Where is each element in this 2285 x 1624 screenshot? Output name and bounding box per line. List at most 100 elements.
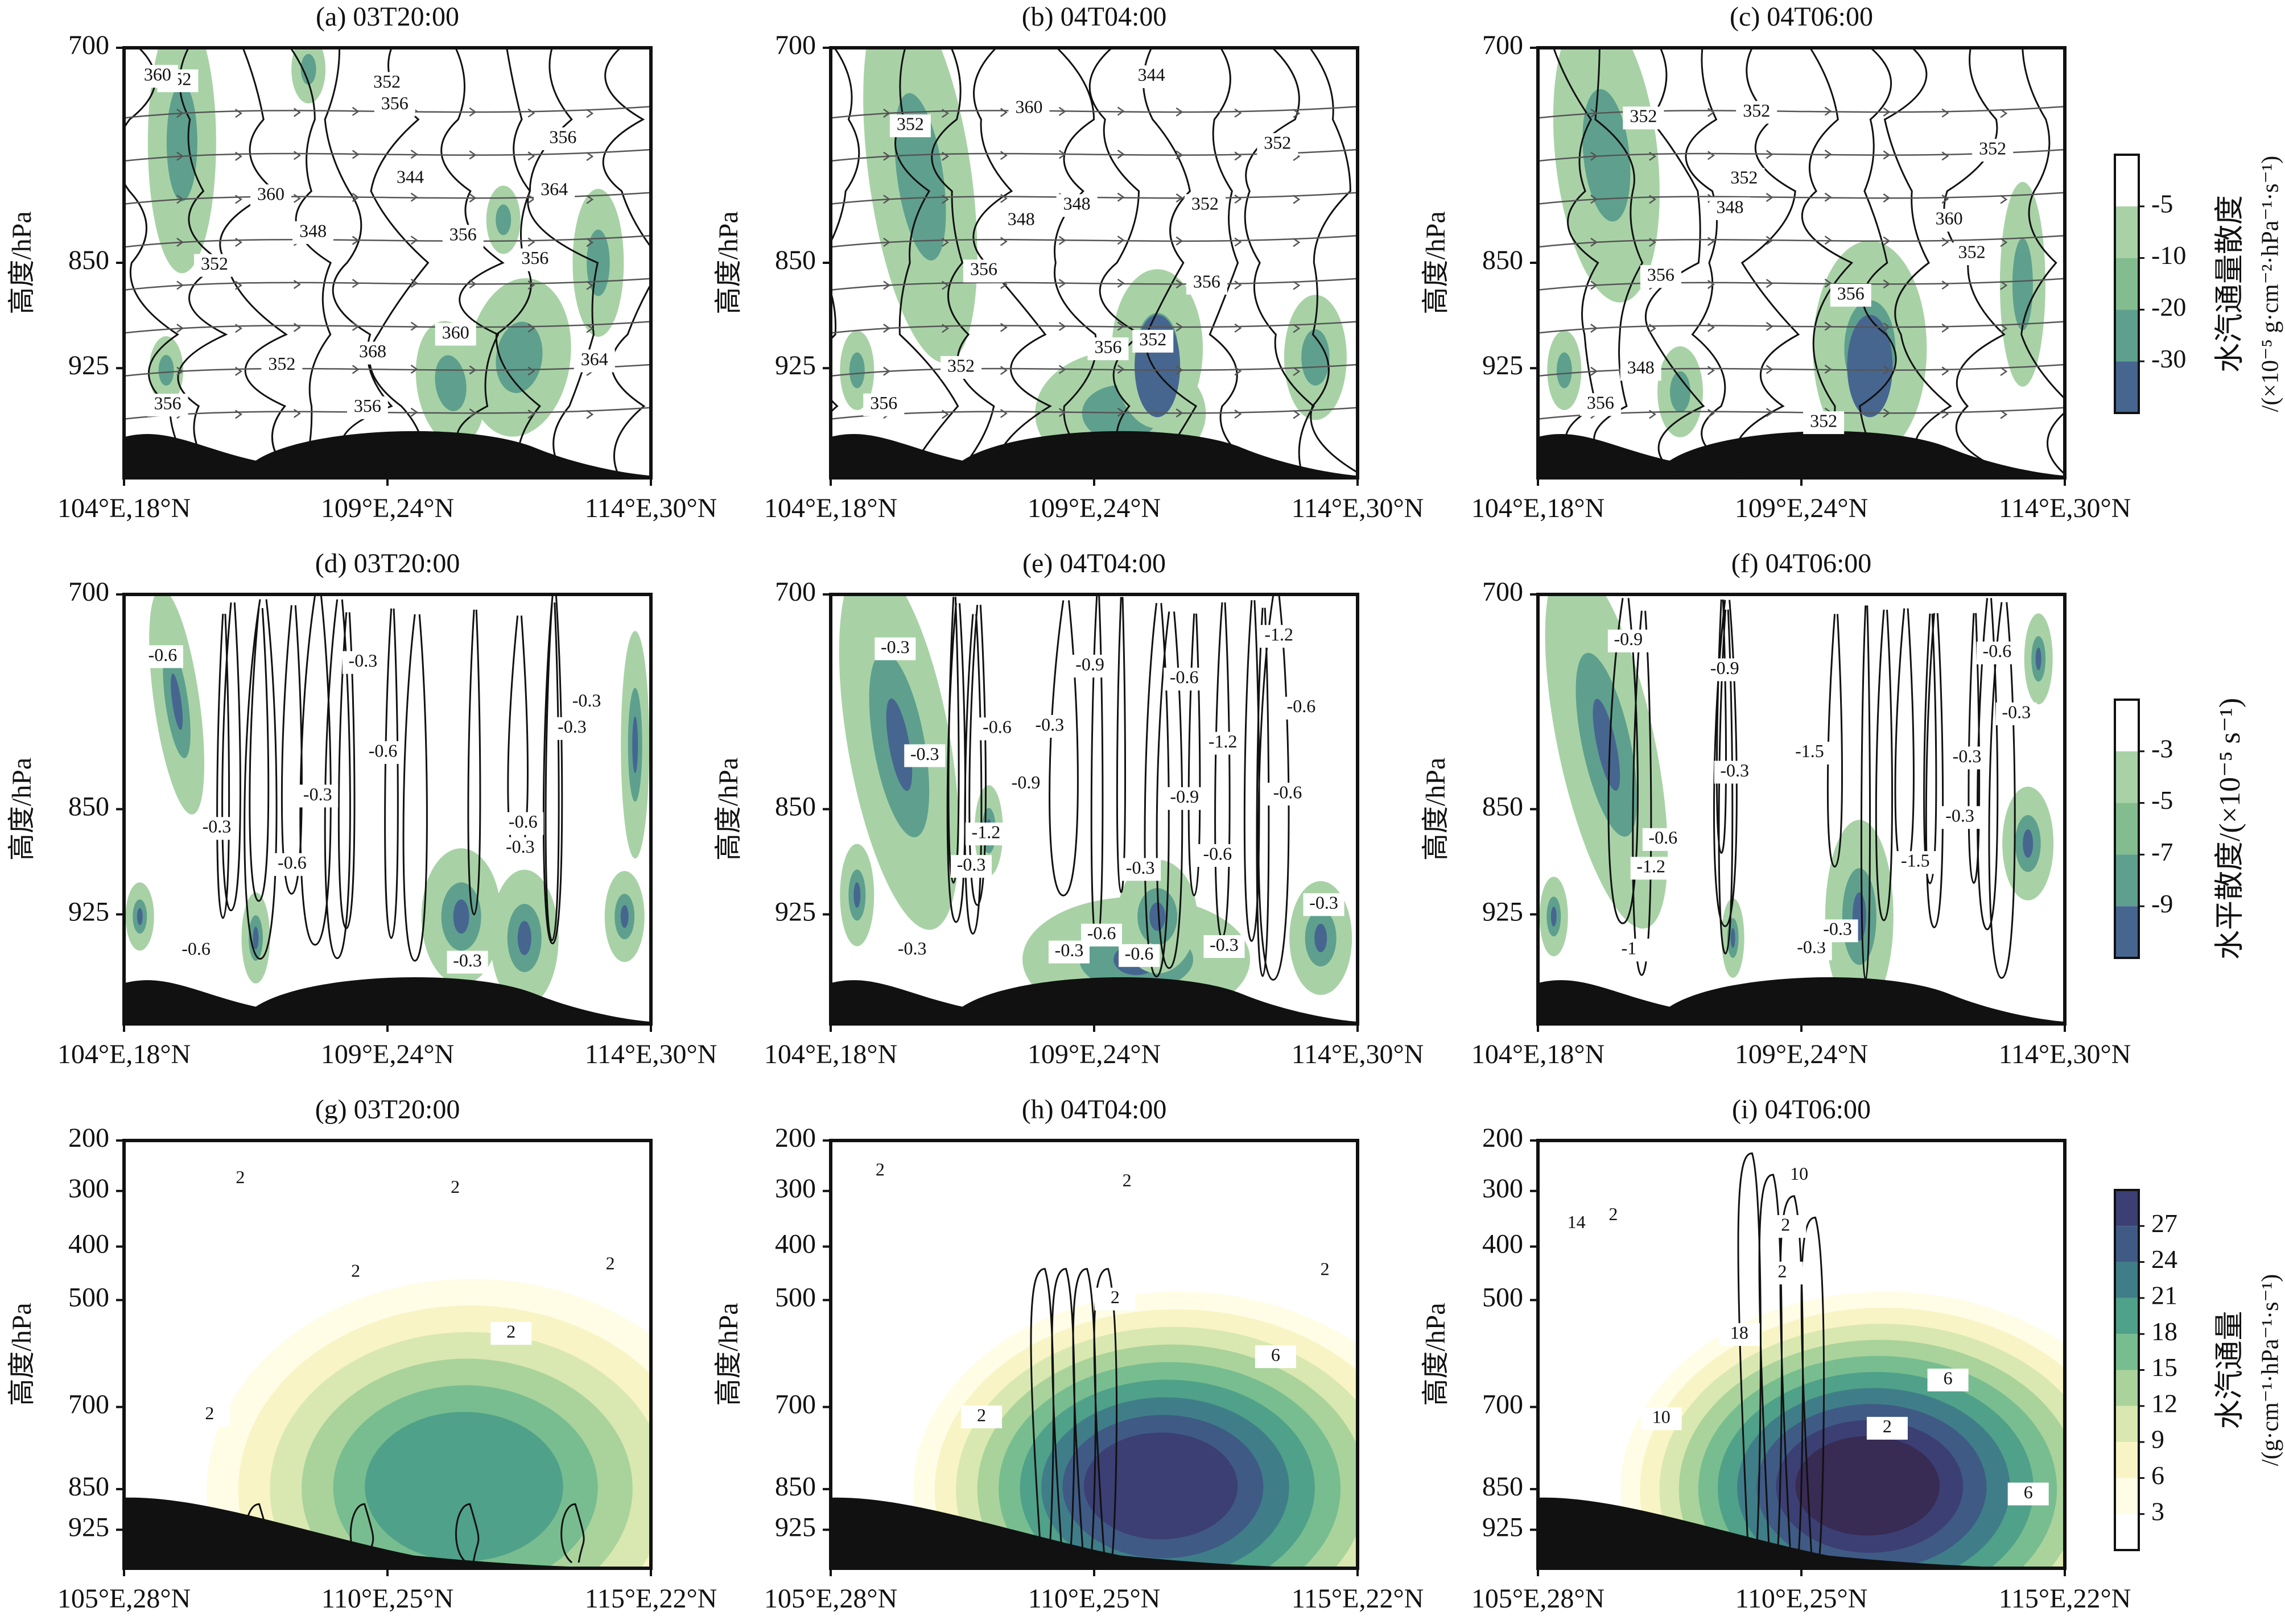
- streamline-arrow: [883, 195, 891, 204]
- contour-line: [1090, 595, 1104, 944]
- contour-line: [455, 1503, 480, 1564]
- x-tick-label: 104°E,18°N: [57, 1039, 191, 1069]
- contour-label-bg: [500, 837, 541, 860]
- contour-line: [249, 608, 270, 902]
- contour-line: [1923, 613, 1937, 885]
- streamline-arrow: [942, 237, 949, 247]
- colorbar-tick-label: 15: [2151, 1353, 2177, 1382]
- streamline-arrow: [1234, 237, 1242, 247]
- contour-label-bg: [1184, 194, 1226, 217]
- contour-label-bg: [941, 356, 982, 379]
- streamline-arrow: [293, 280, 301, 290]
- y-tick-label: 700: [68, 30, 109, 60]
- contour-label: 352: [373, 71, 401, 92]
- streamline-arrow: [1707, 237, 1715, 246]
- x-tick-label: 115°E,22°N: [1999, 1584, 2131, 1614]
- contour-label-bg: [1186, 271, 1227, 295]
- streamline-arrow: [293, 323, 301, 332]
- streamline: [831, 321, 1358, 334]
- contour-label-bg: [250, 184, 291, 208]
- y-axis-label: 高度/hPa: [713, 1303, 744, 1406]
- streamline-arrow: [1766, 408, 1773, 418]
- contour-label-bg: [342, 651, 383, 674]
- contour-label-bg: [951, 855, 992, 878]
- contour-label: 352: [947, 355, 975, 375]
- colorbar-unit: /(g·cm⁻¹·hPa⁻¹·s⁻¹): [2258, 1274, 2284, 1466]
- contour-label-bg: [1895, 851, 1936, 874]
- streamline-arrow: [1766, 365, 1773, 374]
- contour-line: [1925, 613, 1944, 928]
- streamline-arrow: [1707, 323, 1715, 332]
- contour-line: [1156, 611, 1183, 969]
- contour-label: 360: [442, 322, 469, 342]
- streamline-arrow: [1707, 108, 1715, 117]
- contour-label-bg: [1995, 702, 2037, 725]
- contour-line: [1142, 48, 1198, 478]
- streamline-arrow: [1707, 366, 1715, 375]
- streamline-arrow: [2000, 280, 2008, 290]
- streamline-arrow: [527, 280, 535, 290]
- streamline-arrow: [1058, 235, 1066, 245]
- contour-label-bg: [1579, 393, 1621, 416]
- colorbar-segment: [2115, 854, 2139, 907]
- contour-line: [281, 605, 303, 895]
- contour-label: 2: [1111, 1287, 1120, 1307]
- colorbar-tick-label: -5: [2151, 786, 2173, 815]
- contour-label-bg: [1303, 893, 1344, 916]
- contour-label: -0.3: [1720, 760, 1749, 780]
- colorbar-segment: [2115, 1478, 2139, 1514]
- contour-label-bg: [292, 221, 334, 244]
- contour-line: [369, 48, 430, 478]
- contour-label-bg: [1830, 284, 1871, 307]
- colorbar-tick-label: -3: [2151, 734, 2173, 763]
- contour-label: 360: [1936, 208, 1963, 229]
- streamline-arrow: [1941, 323, 1949, 333]
- contour-label: 356: [870, 392, 897, 413]
- contour-label: 352: [1630, 106, 1657, 126]
- contour-label: 2: [876, 1159, 885, 1179]
- contour-label: 352: [1730, 167, 1758, 188]
- contour-label-bg: [889, 114, 931, 138]
- streamline-arrow: [1058, 321, 1066, 331]
- streamline-arrow: [527, 151, 535, 161]
- contour-line: [1116, 597, 1127, 894]
- contour-label: 2: [606, 1253, 615, 1273]
- contour-label-bg: [1000, 209, 1042, 232]
- y-tick-label: 700: [68, 1390, 109, 1420]
- streamline-arrow: [1883, 322, 1891, 332]
- streamline-arrow: [1176, 193, 1183, 203]
- contour-line: [831, 48, 860, 478]
- contour-label-bg: [1132, 329, 1174, 353]
- colorbar-segment: [2115, 1514, 2139, 1550]
- streamline-arrow: [1176, 150, 1183, 160]
- streamline-arrow: [176, 324, 184, 333]
- contour-line: [1257, 595, 1290, 981]
- colorbar-tick-label: 18: [2151, 1317, 2177, 1346]
- contour-line: [244, 599, 278, 960]
- divergence-core: [1847, 315, 1893, 418]
- y-tick-label: 850: [775, 1472, 816, 1502]
- divergence-core: [171, 673, 183, 730]
- contour-label-bg: [1131, 65, 1172, 88]
- contour-label-bg: [965, 823, 1007, 846]
- contour-label: 10: [1790, 1163, 1808, 1184]
- y-tick-label: 925: [1482, 1512, 1523, 1542]
- contour-line: [560, 1503, 585, 1564]
- streamline-arrow: [1883, 193, 1891, 203]
- streamline-arrow: [883, 109, 891, 118]
- streamline: [124, 363, 651, 377]
- streamline-arrow: [1058, 408, 1066, 418]
- colorbar-title: 水平散度/(×10⁻⁵ s⁻¹): [2214, 698, 2246, 960]
- streamline: [1538, 363, 2065, 377]
- contour-label-bg: [1120, 858, 1161, 881]
- contour-label: 2: [205, 1403, 214, 1423]
- x-tick-label: 114°E,30°N: [1292, 1039, 1424, 1069]
- contour-label-bg: [1106, 1171, 1148, 1194]
- streamline-arrow: [1883, 279, 1891, 289]
- contour-label-bg: [534, 179, 575, 203]
- streamline-arrow: [1707, 151, 1715, 160]
- panel-frame: [1536, 1139, 2067, 1570]
- colorbar-segment: [2115, 258, 2139, 310]
